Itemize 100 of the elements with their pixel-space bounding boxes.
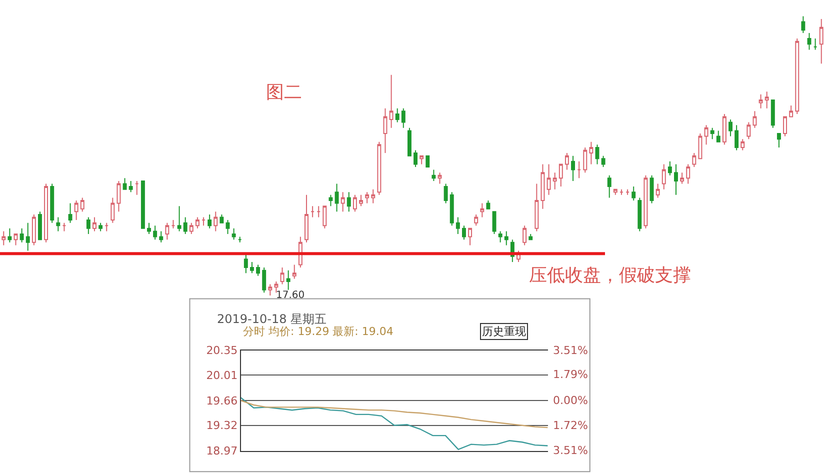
candlestick <box>122 178 127 190</box>
y2-tick-label: 1.72% <box>553 419 588 432</box>
candlestick <box>480 202 484 218</box>
candlestick <box>80 197 84 212</box>
candlestick <box>407 127 412 156</box>
candlestick <box>426 155 430 168</box>
candlestick <box>740 138 745 151</box>
candlestick <box>522 225 527 246</box>
candlestick <box>304 194 308 243</box>
candlestick <box>352 194 357 212</box>
candlestick <box>795 38 800 114</box>
candlestick <box>704 124 708 146</box>
candlestick <box>147 222 151 235</box>
candlestick <box>262 267 266 294</box>
candlestick <box>752 110 757 128</box>
candlestick <box>674 164 678 196</box>
candlestick <box>444 183 448 204</box>
candlestick <box>38 211 42 240</box>
candlestick <box>692 152 696 168</box>
candlestick <box>56 216 60 232</box>
candlestick <box>292 264 296 280</box>
candlestick <box>564 152 569 170</box>
candlestick <box>310 206 315 218</box>
candlestick <box>226 220 230 235</box>
candlestick <box>340 192 345 212</box>
candlestick <box>140 180 145 229</box>
candlestick <box>468 228 472 246</box>
candlestick <box>268 284 272 296</box>
candlestick <box>365 192 370 204</box>
y-tick-label: 19.32 <box>206 419 238 432</box>
y2-tick-label: 3.51% <box>553 444 588 457</box>
candlestick <box>50 183 54 224</box>
candlestick <box>813 38 818 50</box>
candlestick <box>462 225 466 240</box>
candlestick <box>334 183 339 212</box>
candlestick <box>202 216 206 226</box>
candlestick <box>128 180 133 193</box>
candlestick <box>601 155 606 168</box>
candlestick <box>558 164 563 188</box>
candlestick <box>92 216 96 232</box>
candlestick <box>383 108 388 154</box>
candlestick <box>783 116 788 137</box>
candlestick <box>758 94 763 109</box>
candlestick <box>177 206 182 232</box>
candlestick <box>662 164 666 190</box>
candlestick <box>189 222 194 235</box>
candlestick <box>770 99 775 128</box>
candlestick <box>8 228 12 243</box>
candlestick <box>498 230 502 243</box>
candlestick <box>789 105 794 118</box>
candlestick <box>577 160 582 179</box>
candlestick <box>98 222 103 232</box>
candlestick <box>165 222 170 240</box>
candlestick <box>62 222 66 232</box>
candlestick <box>256 264 260 276</box>
candlestick <box>153 225 158 240</box>
candlestick <box>414 150 418 168</box>
candlestick <box>638 197 642 232</box>
candlestick <box>134 180 139 196</box>
line-series <box>240 397 548 450</box>
candlestick <box>698 132 702 160</box>
annotation: 图二 <box>266 82 302 103</box>
candlestick <box>110 197 115 224</box>
candlestick <box>607 174 612 198</box>
candlestick <box>626 188 630 196</box>
candlestick <box>716 130 720 142</box>
candlestick <box>20 228 24 243</box>
candlestick <box>159 230 164 243</box>
candlestick <box>280 267 284 285</box>
candlestick <box>395 108 400 123</box>
candlestick <box>650 174 654 204</box>
candlestick <box>316 206 321 218</box>
candlestick <box>244 253 248 274</box>
candlestick <box>371 188 376 204</box>
candlestick <box>238 236 242 243</box>
candlestick <box>474 214 478 226</box>
candlestick <box>619 188 624 196</box>
text: 历史重现 <box>482 325 526 338</box>
candlestick <box>595 144 600 165</box>
candlestick <box>589 141 594 165</box>
candlestick <box>571 155 575 182</box>
candlestick <box>26 222 30 252</box>
candlestick <box>540 164 545 210</box>
candlestick <box>44 183 48 243</box>
annotation: 17.60 <box>276 290 305 301</box>
candlestick <box>710 127 714 140</box>
candlestick <box>195 216 200 229</box>
candlestick <box>432 169 436 182</box>
candlestick <box>504 230 508 246</box>
y2-tick-label: 3.51% <box>553 344 588 357</box>
candlestick <box>450 192 454 226</box>
candlestick <box>438 172 442 184</box>
candlestick <box>420 155 424 165</box>
candlestick <box>389 74 394 128</box>
candlestick <box>359 194 363 207</box>
candlestick <box>14 234 18 246</box>
candlestick <box>486 200 490 210</box>
candlestick <box>534 183 539 232</box>
candlestick <box>377 141 382 196</box>
y-tick-label: 20.01 <box>206 368 238 382</box>
